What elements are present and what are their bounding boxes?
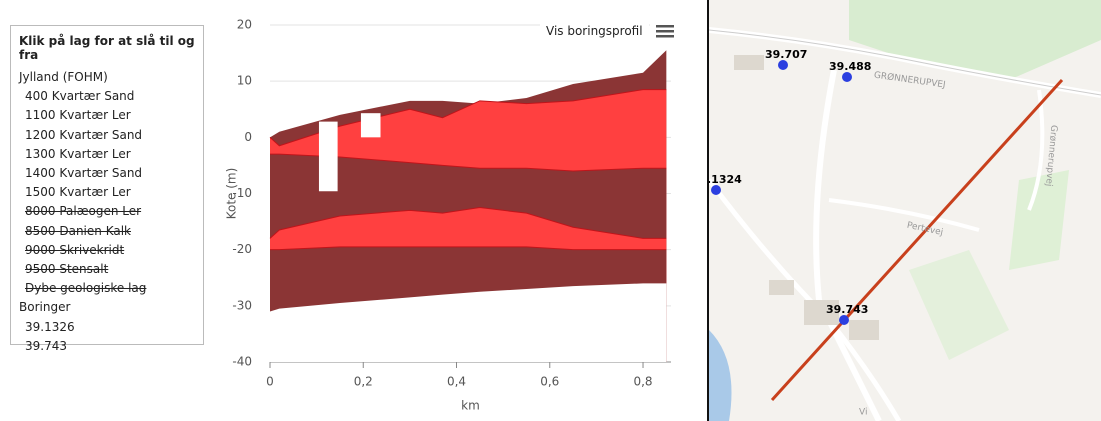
x-tick-label: 0,8 [633,375,652,389]
x-tick-label: 0,2 [354,375,373,389]
layer-toggle[interactable]: 1400 Kvartær Sand [25,166,143,181]
road [828,198,980,232]
group-label[interactable]: Jylland (FOHM) [19,70,108,84]
borings-title[interactable]: Boringer [19,300,71,315]
building [849,320,879,340]
road-label: Pertevej [906,221,944,238]
building [804,300,839,325]
layer-toggle[interactable]: 1100 Kvartær Ler [25,108,131,123]
road-edge [709,29,1101,96]
layer-toggle[interactable]: 8500 Danien Kalk [25,223,131,238]
profile-line [770,78,1064,402]
y-tick-label: 0 [244,130,252,144]
x-axis-label: km [461,399,480,413]
chart: -40 -30 -20 -10 0 10 20 0 0,2 0,4 0,6 0,8 km Kote (m) [225,18,671,413]
boring-point[interactable] [778,60,788,70]
layer-toggle[interactable]: 400 Kvartær Sand [25,89,135,104]
layer-toggle[interactable]: 8000 Palæogen Ler [25,204,142,219]
y-tick-label: -30 [232,298,252,312]
layer-toggle[interactable]: Dybe geologiske lag [25,281,147,296]
green-area [1009,170,1069,270]
point-label: 39.488 [829,60,871,73]
boring-point[interactable] [839,315,849,325]
boring-toggle[interactable]: 39.743 [25,338,67,353]
layer-toggle[interactable]: 1300 Kvartær Ler [25,146,131,161]
layer-toggle[interactable]: 1500 Kvartær Ler [25,185,131,200]
building [769,280,794,295]
menu-icon [656,25,674,38]
point-label: 39.707 [765,48,807,61]
y-tick-label: -10 [232,186,252,200]
layer-toggle[interactable]: 9500 Stensalt [25,262,109,277]
panel-title: Klik på lag for at slå til og fra [19,34,195,62]
y-tick-label: -40 [232,355,252,369]
profile-button[interactable]: Vis boringsprofil [540,20,649,42]
menu-button[interactable] [650,20,680,45]
green-area [849,0,1101,80]
base-area [270,283,667,362]
boring-list: 39.1326 39.743 [19,318,195,356]
road-label: GRØNNERUPVEJ [873,70,946,91]
point-label: .1324 [709,173,742,186]
layer-list: 400 Kvartær Sand 1100 Kvartær Ler 1200 Kva… [19,87,195,298]
water [709,330,732,421]
boring-column [360,113,381,138]
point-label: 39.743 [826,303,868,316]
boring-point[interactable] [842,72,852,82]
layer-boundary [269,89,667,147]
building [734,55,764,70]
boring-column [318,121,338,192]
y-tick-label: 20 [237,18,252,32]
road [813,69,882,421]
layer-boundary [269,207,667,239]
x-tick-label: 0,6 [540,375,559,389]
layer-panel: Klik på lag for at slå til og fra Jyllan… [10,25,204,353]
x-tick-label: 0 [266,375,274,389]
boring-toggle[interactable]: 39.1326 [25,319,75,334]
layer-toggle[interactable]: 9000 Skrivekridt [25,242,125,257]
y-tick-label: -20 [232,242,252,256]
boring-point[interactable] [711,185,721,195]
x-tick-label: 0,4 [447,375,466,389]
road-label: Vi [859,408,867,418]
layer-toggle[interactable]: 1200 Kvartær Sand [25,127,143,142]
map[interactable]: 39.707 39.488 .1324 39.743 GRØNNERUPVEJ … [709,0,1101,421]
y-tick-label: 10 [237,74,252,88]
y-axis-label: Kote (m) [225,168,239,220]
divider [707,0,709,421]
green-area [909,250,1009,360]
layer-boundary [270,246,667,251]
layer-boundary [270,153,667,172]
